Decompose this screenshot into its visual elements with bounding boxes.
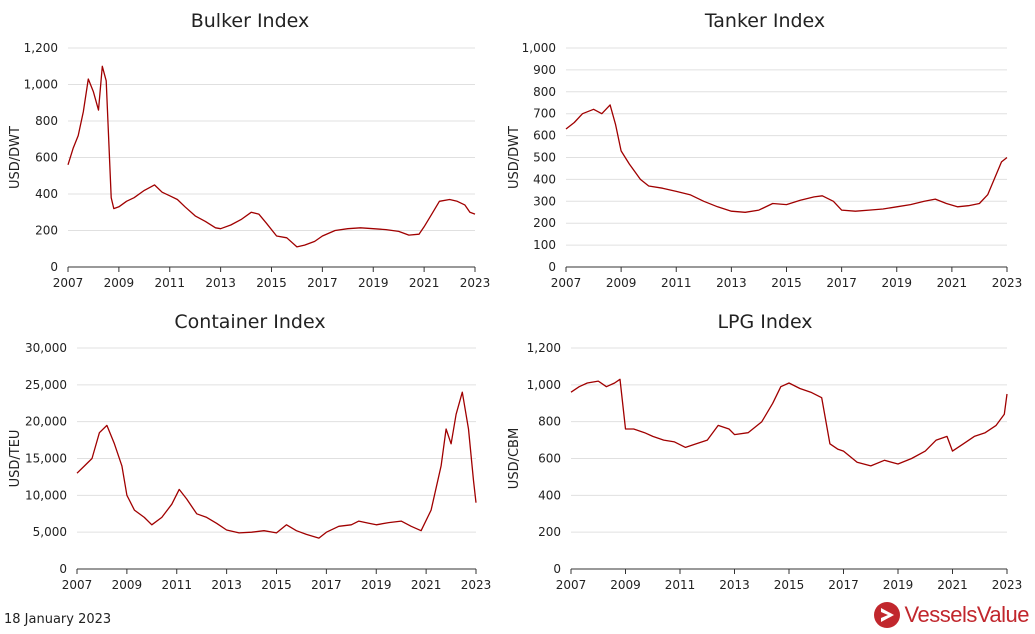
vesselsvalue-logo-icon — [873, 602, 900, 628]
x-tick-label: 2021 — [409, 276, 440, 290]
y-tick-label: 400 — [533, 172, 556, 186]
y-tick-label: 20,000 — [25, 415, 67, 429]
y-tick-label: 30,000 — [25, 341, 67, 355]
x-tick-label: 2007 — [556, 578, 587, 592]
y-tick-label: 400 — [35, 187, 58, 201]
series-line — [76, 391, 477, 539]
x-tick-label: 2015 — [261, 578, 292, 592]
y-tick-label: 800 — [533, 85, 556, 99]
y-tick-label: 600 — [533, 129, 556, 143]
x-tick-label: 2021 — [411, 578, 442, 592]
x-tick-label: 2013 — [716, 276, 747, 290]
y-axis-label: USD/TEU — [8, 430, 23, 488]
y-tick-label: 400 — [538, 488, 561, 502]
y-tick-label: 200 — [538, 525, 561, 539]
y-tick-label: 1,000 — [24, 78, 58, 92]
y-tick-label: 700 — [533, 107, 556, 121]
x-tick-label: 2015 — [771, 276, 802, 290]
y-tick-label: 0 — [553, 562, 561, 576]
x-tick-label: 2023 — [992, 276, 1023, 290]
x-tick-label: 2013 — [205, 276, 236, 290]
x-tick-label: 2023 — [460, 276, 491, 290]
x-tick-label: 2023 — [992, 578, 1023, 592]
y-tick-label: 0 — [50, 260, 58, 274]
x-tick-label: 2021 — [937, 578, 968, 592]
y-tick-label: 800 — [538, 415, 561, 429]
series-line — [565, 104, 1008, 213]
y-tick-label: 600 — [538, 452, 561, 466]
chart-bulker-index: Bulker Index 0 200 400 600 800 1,000 1,200 2007 2… — [8, 10, 490, 290]
x-tick-label: 2019 — [361, 578, 392, 592]
brand-name: VesselsValue — [904, 602, 1030, 627]
x-tick-label: 2011 — [665, 578, 696, 592]
y-tick-label: 1,200 — [24, 41, 58, 55]
y-tick-label: 1,000 — [527, 378, 561, 392]
series-line — [570, 378, 1008, 467]
x-tick-label: 2009 — [610, 578, 641, 592]
y-tick-label: 200 — [35, 224, 58, 238]
chart-title: Container Index — [174, 311, 325, 333]
x-tick-label: 2017 — [828, 578, 859, 592]
y-tick-label: 0 — [59, 562, 67, 576]
y-tick-label: 5,000 — [33, 525, 67, 539]
x-tick-label: 2019 — [358, 276, 389, 290]
chart-title: LPG Index — [717, 311, 812, 333]
y-tick-label: 0 — [548, 260, 556, 274]
x-tick-label: 2011 — [154, 276, 185, 290]
y-tick-label: 300 — [533, 194, 556, 208]
x-tick-label: 2013 — [211, 578, 242, 592]
y-axis-label: USD/DWT — [507, 126, 522, 189]
x-tick-label: 2021 — [937, 276, 968, 290]
x-tick-label: 2011 — [661, 276, 692, 290]
y-tick-label: 600 — [35, 151, 58, 165]
y-tick-label: 10,000 — [25, 488, 67, 502]
x-tick-label: 2019 — [881, 276, 912, 290]
y-tick-label: 100 — [533, 238, 556, 252]
y-tick-label: 15,000 — [25, 452, 67, 466]
x-tick-label: 2015 — [256, 276, 287, 290]
y-tick-label: 500 — [533, 151, 556, 165]
series-line — [67, 65, 476, 248]
chart-tanker-index: Tanker Index 0 100 200 300 400 500 600 700 800 900… — [507, 10, 1022, 290]
x-tick-label: 2023 — [461, 578, 492, 592]
report-date: 18 January 2023 — [4, 612, 112, 627]
y-tick-label: 1,000 — [522, 41, 556, 55]
chart-title: Bulker Index — [191, 10, 310, 32]
x-tick-label: 2007 — [62, 578, 93, 592]
y-tick-label: 900 — [533, 63, 556, 77]
x-tick-label: 2009 — [606, 276, 637, 290]
y-axis-label: USD/CBM — [507, 428, 522, 489]
y-tick-label: 200 — [533, 216, 556, 230]
chart-title: Tanker Index — [704, 10, 825, 32]
brand-logo: VesselsValue — [873, 600, 1030, 630]
x-tick-label: 2017 — [826, 276, 857, 290]
y-axis-label: USD/DWT — [8, 126, 23, 189]
x-tick-label: 2019 — [883, 578, 914, 592]
x-tick-label: 2011 — [161, 578, 192, 592]
y-tick-label: 1,200 — [527, 341, 561, 355]
x-tick-label: 2009 — [104, 276, 135, 290]
chart-container-index: Container Index 0 5,000 10,000 15,000 20,000 2… — [8, 311, 491, 592]
x-tick-label: 2009 — [112, 578, 143, 592]
chart-lpg-index: LPG Index 0 200 400 600 800 1,000 1,200 2007 2009… — [507, 311, 1022, 592]
x-tick-label: 2013 — [719, 578, 750, 592]
x-tick-label: 2007 — [53, 276, 84, 290]
x-tick-label: 2015 — [774, 578, 805, 592]
y-tick-label: 25,000 — [25, 378, 67, 392]
x-tick-label: 2017 — [307, 276, 338, 290]
x-tick-label: 2007 — [551, 276, 582, 290]
x-tick-label: 2017 — [311, 578, 342, 592]
y-tick-label: 800 — [35, 114, 58, 128]
